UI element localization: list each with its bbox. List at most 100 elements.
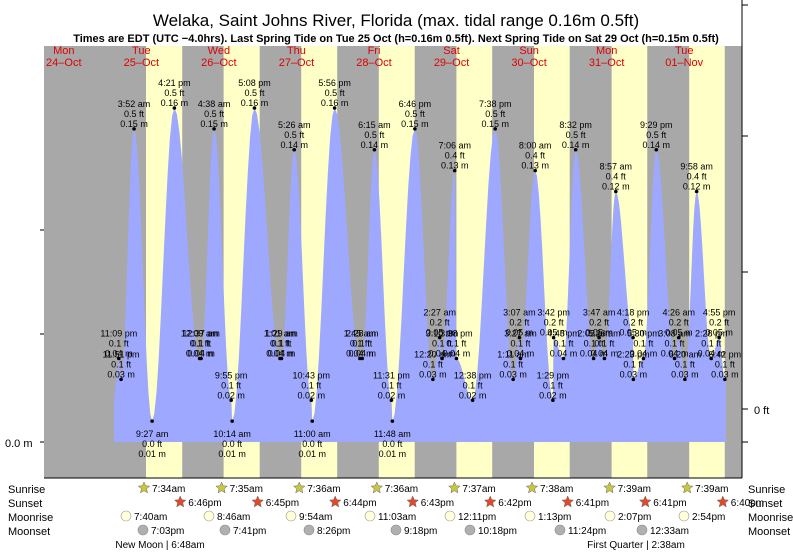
tide-m-label: 0.14 m bbox=[280, 140, 308, 150]
tide-point bbox=[683, 377, 687, 382]
tide-time-label: 3:47 am bbox=[583, 308, 616, 318]
tide-point bbox=[150, 419, 154, 423]
tide-time-label: 8:00 am bbox=[519, 141, 552, 151]
tide-m-label: 0.04 m bbox=[591, 349, 619, 359]
tide-m-label: 0.02 m bbox=[459, 390, 487, 400]
moonrise-time: 1:13pm bbox=[538, 512, 571, 523]
day-date-label: 27–Oct bbox=[279, 57, 314, 69]
sunset-time: 6:41pm bbox=[576, 498, 609, 509]
tide-point bbox=[454, 356, 459, 361]
moonset-time: 11:24pm bbox=[568, 526, 606, 537]
tide-ft-label: 0.1 ft bbox=[432, 339, 453, 349]
right-margin bbox=[742, 0, 793, 478]
tide-m-label: 0.05 m bbox=[619, 328, 647, 338]
tide-m-label: 0.04 m bbox=[580, 349, 608, 359]
sunrise-icon bbox=[525, 481, 539, 494]
tide-ft-label: 0.2 ft bbox=[709, 318, 730, 328]
tide-time-label: 6:46 pm bbox=[399, 99, 432, 109]
tide-time-label: 10:14 am bbox=[213, 429, 251, 439]
sunset-icon bbox=[406, 495, 420, 508]
tide-m-label: 0.02 m bbox=[217, 390, 245, 400]
tide-time-label: 3:52 am bbox=[118, 99, 151, 109]
tide-time-label: 7:38 pm bbox=[479, 99, 512, 109]
sunrise-time: 7:35am bbox=[230, 484, 263, 495]
tide-time-label: 8:32 pm bbox=[559, 120, 592, 130]
tide-point bbox=[390, 419, 395, 423]
tide-ft-label: 0.1 ft bbox=[594, 339, 615, 349]
tide-point bbox=[561, 356, 566, 361]
tide-ft-label: 0.5 ft bbox=[566, 130, 587, 140]
tide-m-label: 0.05 m bbox=[705, 328, 733, 338]
tide-ft-label: 0.2 ft bbox=[430, 318, 451, 328]
tide-ft-label: 0.5 ft bbox=[325, 88, 346, 98]
tide-time-label: 5:08 pm bbox=[238, 78, 271, 88]
tide-point bbox=[614, 189, 618, 194]
tide-ft-label: 0.4 ft bbox=[687, 172, 708, 182]
tide-ft-label: 0.1 ft bbox=[352, 339, 373, 349]
tide-point bbox=[551, 335, 556, 340]
tide-time-label: 12:37 am bbox=[182, 329, 220, 339]
moonrise-icon bbox=[364, 510, 376, 522]
sunrise-icon bbox=[137, 481, 151, 494]
tide-time-label: 2:23 pm bbox=[617, 349, 650, 359]
tide-time-label: 10:43 pm bbox=[293, 370, 331, 380]
tide-m-label: 0.04 m bbox=[266, 349, 294, 359]
tide-time-label: 2:28 pm bbox=[695, 329, 728, 339]
tide-m-label: 0.03 m bbox=[107, 369, 135, 379]
tide-ft-label: 0.1 ft bbox=[503, 359, 524, 369]
tide-time-label: 12:09 am bbox=[181, 329, 219, 339]
moonrise-time: 12:11pm bbox=[458, 512, 496, 523]
tide-ft-label: 0.0 ft bbox=[302, 439, 323, 449]
tide-m-label: 0.01 m bbox=[138, 449, 166, 459]
tide-time-label: 12:20 am bbox=[414, 349, 452, 359]
moonset-time: 10:18pm bbox=[478, 526, 517, 537]
sunrise-icon bbox=[370, 481, 384, 494]
tide-m-label: 0.13 m bbox=[441, 161, 469, 171]
tide-time-label: 2:05 am bbox=[577, 329, 610, 339]
tide-point bbox=[309, 398, 314, 403]
moon-phase-first-quarter: First Quarter | 2:38am bbox=[587, 540, 685, 551]
tide-point bbox=[172, 106, 177, 110]
tide-m-label: 0.04 m bbox=[507, 349, 535, 359]
tide-m-label: 0.01 m bbox=[218, 449, 246, 459]
day-date-label: 24–Oct bbox=[46, 57, 81, 69]
tide-point bbox=[723, 377, 727, 382]
tide-point bbox=[229, 398, 233, 403]
tide-m-label: 0.05 m bbox=[426, 328, 454, 338]
tide-time-label: 1:45 am bbox=[344, 329, 377, 339]
sunrise-icon bbox=[448, 481, 461, 494]
day-date-label: 31–Oct bbox=[589, 57, 624, 69]
tide-point bbox=[631, 377, 636, 382]
tide-ft-label: 0.5 ft bbox=[485, 109, 506, 119]
moonrise-icon bbox=[604, 510, 616, 522]
row-label-moonset-left: Moonset bbox=[8, 526, 50, 538]
tide-time-label: 7:06 am bbox=[438, 141, 471, 151]
tide-time-label: 4:21 pm bbox=[158, 78, 191, 88]
day-name-label: Mon bbox=[53, 45, 74, 57]
tide-ft-label: 0.2 ft bbox=[544, 318, 565, 328]
tide-time-label: 4:55 pm bbox=[703, 308, 736, 318]
day-name-label: Wed bbox=[208, 45, 230, 57]
tide-m-label: 0.16 m bbox=[161, 98, 189, 108]
sunset-time: 6:43pm bbox=[421, 498, 454, 509]
tide-time-label: 3:07 am bbox=[503, 308, 536, 318]
tide-point bbox=[332, 106, 337, 110]
tide-point bbox=[517, 335, 522, 340]
tide-m-label: 0.03 m bbox=[671, 369, 699, 379]
tide-ft-label: 0.1 ft bbox=[463, 380, 484, 390]
moonrise-icon bbox=[678, 510, 690, 522]
tide-m-label: 0.15 m bbox=[200, 119, 228, 129]
tide-time-label: 1:01 am bbox=[264, 329, 297, 339]
tide-time-label: 3:27 am bbox=[504, 329, 537, 339]
tide-point bbox=[654, 147, 659, 152]
day-headers: Mon24–OctTue25–OctWed26–OctThu27–OctFri2… bbox=[46, 45, 704, 69]
tide-ft-label: 0.5 ft bbox=[244, 88, 265, 98]
sunrise-time: 7:37am bbox=[462, 484, 495, 495]
tide-m-label: 0.01 m bbox=[379, 449, 407, 459]
tide-m-label: 0.04 m bbox=[187, 349, 215, 359]
tide-ft-label: 0.4 ft bbox=[445, 151, 466, 161]
moonset-time: 9:18pm bbox=[404, 526, 437, 537]
tide-curve bbox=[113, 108, 726, 442]
